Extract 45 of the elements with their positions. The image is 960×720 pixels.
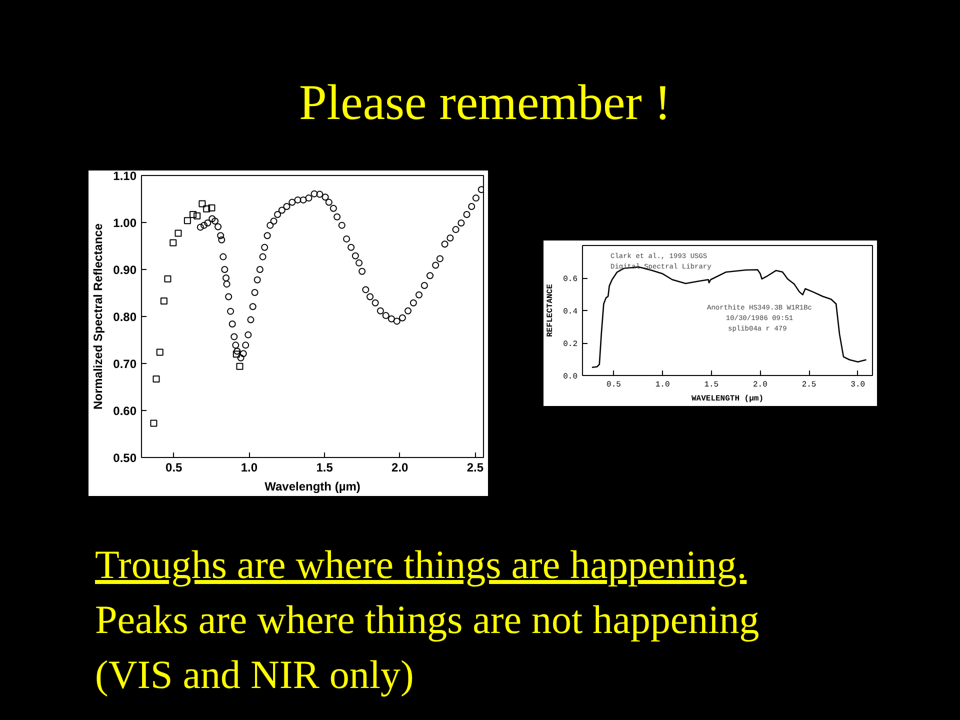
point — [198, 200, 206, 208]
y-tick-label: 1.10 — [113, 169, 137, 183]
x-tick-label: 2.5 — [802, 380, 816, 390]
x-tick-label: 1.0 — [240, 460, 258, 474]
point — [184, 217, 191, 224]
y-tick-label: 0.60 — [113, 404, 137, 418]
x-axis-title: WAVELENGTH (µm) — [691, 394, 764, 404]
y-axis-title: Normalized Spectral Reflectance — [91, 223, 106, 410]
text: Peaks are where things are not happening — [95, 597, 760, 642]
y-tick-label: 0.90 — [113, 263, 137, 277]
x-tick-label: 1.5 — [316, 460, 334, 474]
x-tick-label: 3.0 — [850, 380, 866, 390]
y-tick-label: 0.50 — [113, 451, 137, 465]
x-tick-label: 0.5 — [606, 380, 622, 390]
y-tick-label: 0.6 — [563, 275, 578, 284]
point — [232, 350, 240, 358]
x-tick-label: 2.5 — [466, 460, 484, 474]
point — [208, 204, 216, 212]
y-axis-title: REFLECTANCE — [546, 284, 556, 337]
point — [150, 420, 158, 427]
x-tick-label: 1.5 — [704, 380, 719, 390]
y-tick-label: 0.4 — [563, 308, 578, 316]
point — [170, 239, 177, 246]
y-tick-label: 0.0 — [563, 372, 578, 382]
point — [152, 376, 160, 383]
y-tick-label: 0.70 — [113, 357, 137, 371]
point — [190, 211, 197, 218]
point — [236, 362, 244, 370]
y-tick-label: 0.2 — [563, 340, 578, 349]
point — [174, 230, 182, 237]
x-tick-label: 2.0 — [392, 460, 409, 474]
point — [203, 205, 210, 212]
chart-title: Please remember ! — [298, 73, 672, 132]
x-tick-label: 1.0 — [655, 380, 670, 390]
point — [160, 297, 168, 304]
text: Troughs are where things are happening. — [95, 542, 747, 587]
y-tick-label: 0.80 — [113, 310, 137, 324]
x-tick-label: 2.0 — [753, 380, 768, 390]
x-axis-title: Wavelength (µm) — [264, 480, 360, 494]
point — [194, 212, 201, 220]
text: (VIS and NIR only) — [95, 652, 414, 697]
point — [156, 348, 164, 356]
x-tick-label: 0.5 — [166, 460, 183, 474]
y-tick-label: 1.00 — [113, 216, 137, 230]
point — [164, 275, 172, 282]
